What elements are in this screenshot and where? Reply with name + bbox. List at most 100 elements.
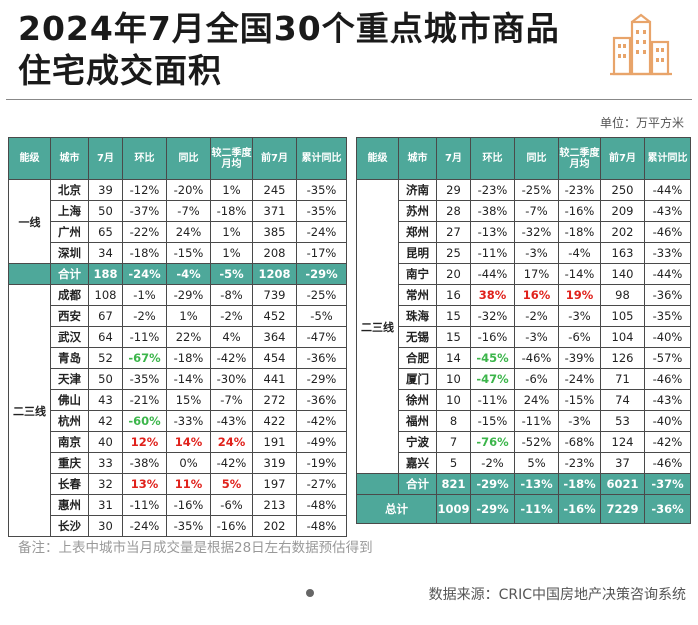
table-cell: -16%	[558, 494, 601, 524]
table-cell: -48%	[296, 515, 347, 537]
bullet-dot-icon	[306, 589, 314, 597]
summary-spacer	[8, 263, 51, 285]
table-cell: -44%	[644, 263, 691, 285]
city-name: 杭州	[50, 410, 89, 432]
table-cell: -37%	[122, 200, 167, 222]
table-cell: -24%	[122, 515, 167, 537]
column-header: 城市	[50, 137, 89, 180]
table-row: 一线 北京 39 -12% -20% 1% 245 -35%	[8, 179, 347, 264]
table-row: 厦门 10 -47% -6% -24% 71 -46%	[357, 368, 691, 390]
city-name: 北京	[50, 179, 89, 201]
table-row: 昆明 25 -11% -3% -4% 163 -33%	[357, 242, 691, 264]
table-cell: -2%	[470, 452, 515, 474]
table-cell: 50	[88, 368, 123, 390]
table-row: 西安 67 -2% 1% -2% 452 -5%	[9, 305, 347, 327]
table-cell: -15%	[558, 389, 601, 411]
table-row: 福州 8 -15% -11% -3% 53 -40%	[357, 410, 691, 432]
table-cell: 441	[252, 368, 297, 390]
table-cell: -16%	[470, 326, 515, 348]
table-cell: 188	[88, 263, 123, 285]
table-cell: 202	[252, 515, 297, 537]
table-cell: -44%	[644, 179, 691, 201]
city-buildings-icon	[610, 13, 672, 76]
table-cell: 28	[436, 200, 471, 222]
table-cell: 452	[252, 305, 297, 327]
table-cell: -14%	[558, 263, 601, 285]
table-cell: -27%	[296, 473, 347, 495]
table-cell: 24%	[166, 221, 211, 243]
table-cell: 1%	[166, 305, 211, 327]
column-header: 7月	[88, 137, 123, 180]
table-cell: -18%	[558, 473, 601, 495]
table-cell: -6%	[210, 494, 253, 516]
table-cell: -23%	[558, 179, 601, 201]
table-cell: 364	[252, 326, 297, 348]
table-cell: -23%	[470, 179, 515, 201]
city-name: 无锡	[398, 326, 437, 348]
table-cell: 67	[88, 305, 123, 327]
table-row: 重庆 33 -38% 0% -42% 319 -19%	[9, 452, 347, 474]
table-cell: 0%	[166, 452, 211, 474]
table-cell: -29%	[296, 368, 347, 390]
table-row: 合计 188 -24% -4% -5% 1208 -29%	[8, 263, 347, 285]
city-name: 昆明	[398, 242, 437, 264]
city-name: 合计	[50, 263, 89, 285]
table-cell: -35%	[296, 179, 347, 201]
table-cell: -29%	[166, 284, 211, 306]
table-cell: 29	[436, 179, 471, 201]
table-cell: 34	[88, 242, 123, 264]
table-cell: -36%	[644, 494, 691, 524]
table-cell: -37%	[644, 473, 691, 495]
table-cell: -18%	[122, 242, 167, 264]
table-row: 南京 40 12% 14% 24% 191 -49%	[9, 431, 347, 453]
table-cell: -13%	[514, 473, 559, 495]
table-cell: -11%	[470, 242, 515, 264]
table-cell: 74	[600, 389, 645, 411]
table-cell: 42	[88, 410, 123, 432]
city-name: 惠州	[50, 494, 89, 516]
table-cell: 14	[436, 347, 471, 369]
right-header-row: 能级 城市 7月 环比 同比 较二季度月均 前7月 累计同比	[356, 137, 691, 180]
table-cell: -33%	[166, 410, 211, 432]
table-row: 宁波 7 -76% -52% -68% 124 -42%	[357, 431, 691, 453]
table-cell: 202	[600, 221, 645, 243]
city-name: 广州	[50, 221, 89, 243]
table-cell: 1009	[436, 494, 471, 524]
column-header: 能级	[356, 137, 399, 180]
column-header: 较二季度月均	[558, 137, 601, 180]
table-cell: -46%	[644, 221, 691, 243]
table-cell: -7%	[210, 389, 253, 411]
table-cell: 5	[436, 452, 471, 474]
table-cell: -44%	[470, 263, 515, 285]
city-name: 深圳	[50, 242, 89, 264]
table-cell: 24%	[514, 389, 559, 411]
table-cell: -42%	[210, 452, 253, 474]
city-name: 郑州	[398, 221, 437, 243]
table-row: 佛山 43 -21% 15% -7% 272 -36%	[9, 389, 347, 411]
city-name: 合肥	[398, 347, 437, 369]
table-cell: -11%	[514, 410, 559, 432]
table-cell: -1%	[122, 284, 167, 306]
table-cell: 50	[88, 200, 123, 222]
table-cell: -39%	[558, 347, 601, 369]
column-header: 累计同比	[644, 137, 691, 180]
table-cell: 739	[252, 284, 297, 306]
table-cell: -3%	[558, 410, 601, 432]
table-cell: -8%	[210, 284, 253, 306]
table-cell: -16%	[210, 515, 253, 537]
city-name: 常州	[398, 284, 437, 306]
table-cell: -29%	[296, 263, 347, 285]
table-cell: -40%	[644, 326, 691, 348]
table-cell: 1208	[252, 263, 297, 285]
page-title: 2024年7月全国30个重点城市商品住宅成交面积	[18, 9, 560, 90]
table-cell: -40%	[644, 410, 691, 432]
table-cell: 20	[436, 263, 471, 285]
city-name: 嘉兴	[398, 452, 437, 474]
table-row: 南宁 20 -44% 17% -14% 140 -44%	[357, 263, 691, 285]
city-name: 福州	[398, 410, 437, 432]
column-header: 环比	[470, 137, 515, 180]
column-header: 7月	[436, 137, 471, 180]
table-cell: 454	[252, 347, 297, 369]
table-cell: 213	[252, 494, 297, 516]
table-cell: -7%	[514, 200, 559, 222]
